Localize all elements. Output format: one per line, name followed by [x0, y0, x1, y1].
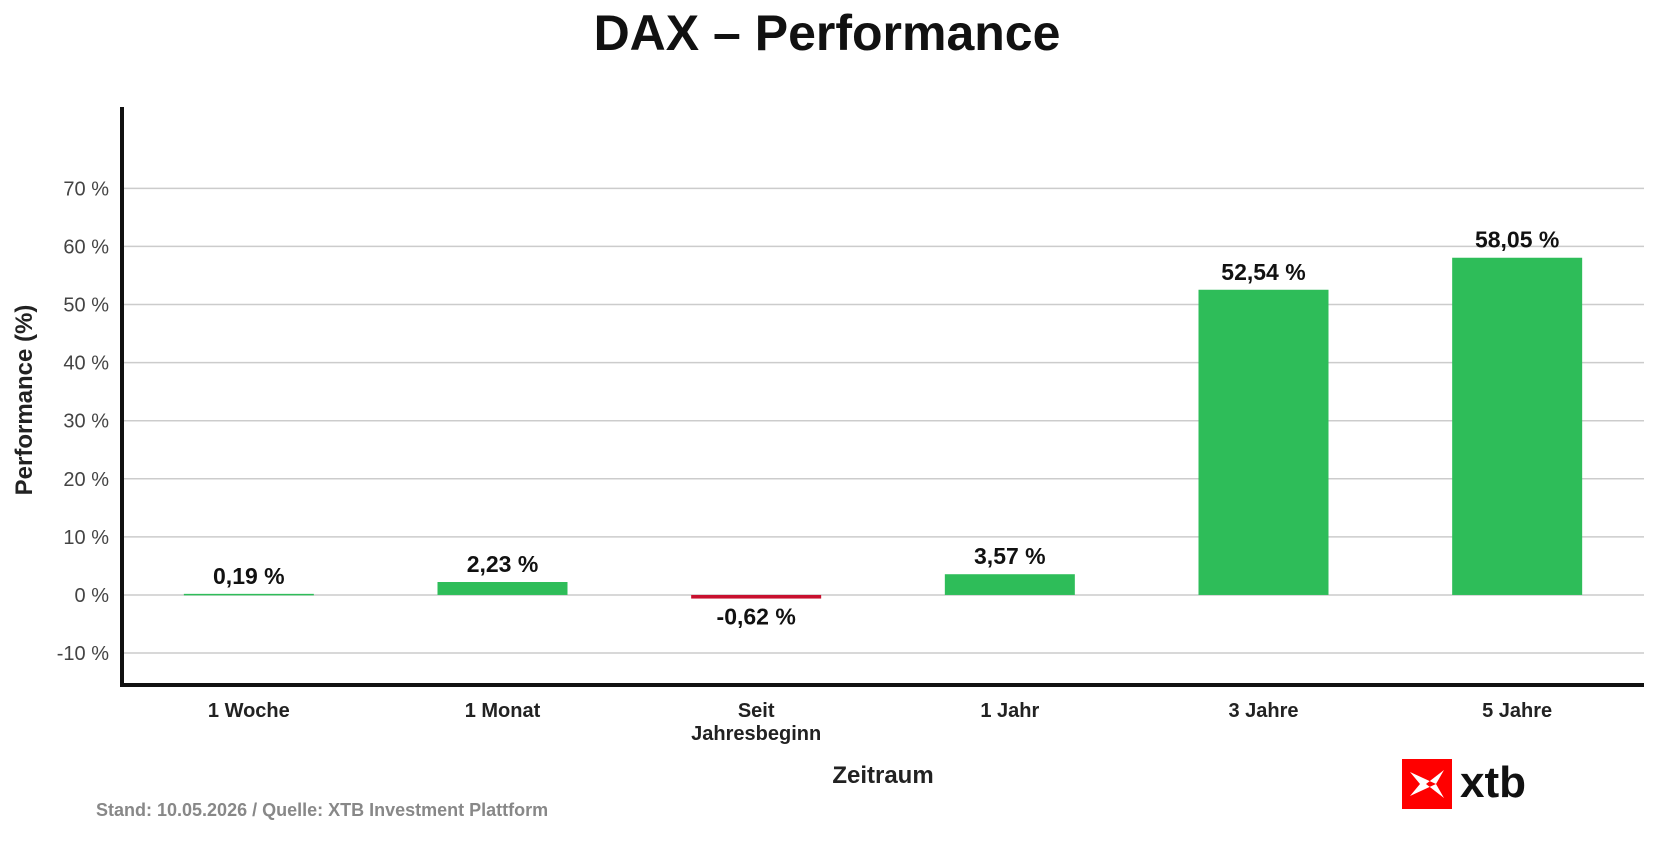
bar-value-label: 2,23 %: [467, 551, 539, 577]
y-tick-label: 20 %: [63, 469, 109, 491]
source-footnote: Stand: 10.05.2026 / Quelle: XTB Investme…: [96, 800, 548, 820]
xtb-logo-mark: [1402, 759, 1452, 809]
grid: [122, 187, 1644, 654]
y-tick-label: 70 %: [63, 178, 109, 200]
x-tick-label: 1 Woche: [208, 700, 290, 722]
x-tick-label: 5 Jahre: [1482, 700, 1552, 722]
chart-title: DAX – Performance: [594, 5, 1061, 61]
x-tick-label: 3 Jahre: [1228, 700, 1298, 722]
y-tick-label: 0 %: [75, 585, 110, 607]
y-tick-label: 10 %: [63, 527, 109, 549]
y-tick-label: 60 %: [63, 236, 109, 258]
xtb-logo-cross-icon: [1410, 770, 1444, 798]
y-tick-label: 40 %: [63, 353, 109, 375]
bar: [437, 582, 568, 595]
bar-value-label: 58,05 %: [1475, 227, 1559, 253]
y-axis-label: Performance (%): [11, 305, 38, 496]
x-tick-label: 1 Jahr: [980, 700, 1039, 722]
xtb-logo: xtb: [1402, 758, 1526, 809]
y-ticks: -10 % 0 % 10 % 20 % 30 % 40 % 50 % 60 % 70 %: [57, 178, 109, 665]
bars: [183, 257, 1583, 599]
x-tick-label: Seit Jahresbeginn: [691, 700, 821, 745]
bar-value-label: 3,57 %: [974, 543, 1046, 569]
bar: [691, 594, 822, 599]
bar-value-label: 0,19 %: [213, 563, 285, 589]
x-tick-label: 1 Monat: [465, 700, 541, 722]
x-axis-label: Zeitraum: [832, 762, 933, 789]
bar: [944, 574, 1075, 595]
x-ticks: 1 Woche 1 Monat Seit Jahresbeginn 1 Jahr 3 Ja…: [208, 700, 1552, 745]
xtb-logo-text: xtb: [1460, 758, 1526, 807]
y-tick-label: 30 %: [63, 411, 109, 433]
y-tick-label: 50 %: [63, 295, 109, 317]
bar: [1198, 289, 1329, 595]
y-tick-label: -10 %: [57, 643, 109, 665]
bar-value-label: 52,54 %: [1221, 259, 1305, 285]
bar: [183, 593, 314, 596]
bar-value-label: -0,62 %: [717, 604, 796, 630]
bar: [1452, 257, 1583, 595]
data-labels: 0,19 % 2,23 % -0,62 % 3,57 % 52,54 % 58,05 %: [213, 227, 1559, 630]
